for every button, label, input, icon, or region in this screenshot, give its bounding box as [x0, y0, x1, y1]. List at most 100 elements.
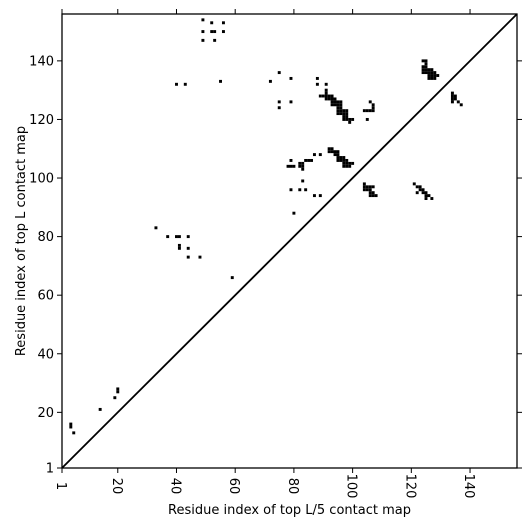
- y-tick-label: 80: [37, 230, 54, 245]
- contact-point: [113, 396, 117, 400]
- contact-point: [336, 109, 340, 113]
- contact-point: [301, 161, 305, 165]
- x-tick-label: 140: [461, 474, 476, 499]
- contact-point: [348, 117, 352, 121]
- contact-point: [421, 59, 425, 63]
- contact-point: [175, 82, 178, 86]
- contact-point: [292, 211, 296, 215]
- contact-point: [213, 38, 217, 42]
- x-tick-label: 60: [226, 478, 241, 495]
- contact-point: [221, 21, 225, 25]
- contact-point: [289, 100, 293, 104]
- contact-point: [292, 164, 296, 168]
- contact-point: [230, 276, 234, 280]
- contact-point: [351, 161, 355, 165]
- contact-point: [321, 94, 325, 98]
- contact-point: [427, 71, 431, 75]
- contact-point: [330, 100, 334, 104]
- contact-point: [277, 106, 281, 110]
- contact-point: [453, 97, 457, 101]
- contact-point: [368, 185, 372, 189]
- contact-point: [345, 117, 349, 121]
- contact-point: [286, 164, 290, 168]
- contact-point: [307, 158, 311, 162]
- contact-point: [198, 255, 202, 259]
- contact-point: [412, 182, 416, 186]
- contact-point: [336, 103, 340, 107]
- contact-point: [427, 76, 431, 80]
- contact-point: [424, 194, 428, 198]
- contact-point: [339, 103, 343, 107]
- contact-point: [345, 112, 349, 116]
- contact-point: [345, 161, 349, 165]
- contact-point: [298, 164, 302, 168]
- contact-point: [424, 62, 428, 66]
- contact-point: [186, 255, 190, 259]
- y-tick-label: 40: [37, 347, 54, 362]
- contact-point: [298, 161, 302, 165]
- contact-point: [336, 112, 340, 116]
- contact-point: [430, 68, 434, 72]
- x-axis-ticks: 1 20 40 60 80 100 120 140: [53, 9, 476, 498]
- contact-point: [324, 91, 328, 95]
- contact-point: [430, 74, 434, 77]
- contact-point: [418, 188, 422, 192]
- contact-point: [333, 97, 337, 101]
- contact-point: [324, 97, 328, 101]
- contact-point: [418, 185, 422, 189]
- contact-point: [312, 153, 316, 157]
- contact-point: [277, 71, 281, 75]
- contact-point: [368, 188, 372, 192]
- contact-point: [175, 235, 178, 239]
- contact-point: [210, 21, 214, 25]
- contact-point: [424, 65, 428, 69]
- contact-point: [371, 106, 375, 110]
- contact-point: [289, 164, 293, 168]
- contact-point: [277, 100, 281, 104]
- contact-point: [371, 191, 375, 195]
- contact-point: [427, 74, 431, 77]
- contact-point: [345, 115, 349, 118]
- contact-point: [327, 147, 331, 151]
- contact-point: [310, 158, 313, 162]
- contact-point: [336, 106, 340, 110]
- contact-point: [304, 188, 308, 192]
- contact-point: [424, 59, 428, 63]
- contact-point: [177, 246, 181, 250]
- contact-point: [219, 79, 222, 83]
- contact-point: [330, 103, 334, 107]
- contact-point: [339, 158, 343, 162]
- contact-point: [362, 185, 366, 189]
- contact-point: [421, 71, 425, 75]
- contact-point: [371, 185, 375, 189]
- contact-point: [177, 243, 181, 247]
- contact-point: [421, 68, 425, 72]
- contact-point: [365, 109, 369, 113]
- contact-point: [301, 179, 305, 183]
- contact-point: [433, 76, 437, 80]
- contact-point: [315, 82, 319, 86]
- contact-point: [268, 79, 272, 83]
- contact-point: [330, 147, 334, 151]
- contact-point: [436, 74, 440, 77]
- contact-point: [365, 185, 369, 189]
- contact-point: [348, 164, 352, 168]
- contact-point: [298, 188, 302, 192]
- contact-point: [450, 91, 454, 95]
- x-tick-label: 80: [285, 478, 300, 495]
- x-tick-label: 100: [344, 474, 359, 499]
- contact-point: [342, 164, 346, 168]
- contact-point: [318, 94, 322, 98]
- contact-point: [301, 164, 305, 168]
- contact-point: [336, 100, 340, 104]
- contact-point: [345, 158, 349, 162]
- y-tick-label: 140: [29, 54, 54, 69]
- contact-point: [201, 38, 205, 42]
- contact-point: [424, 68, 428, 72]
- contact-point: [342, 161, 346, 165]
- contact-point: [342, 158, 346, 162]
- contact-point: [421, 191, 425, 195]
- contact-point: [98, 407, 102, 411]
